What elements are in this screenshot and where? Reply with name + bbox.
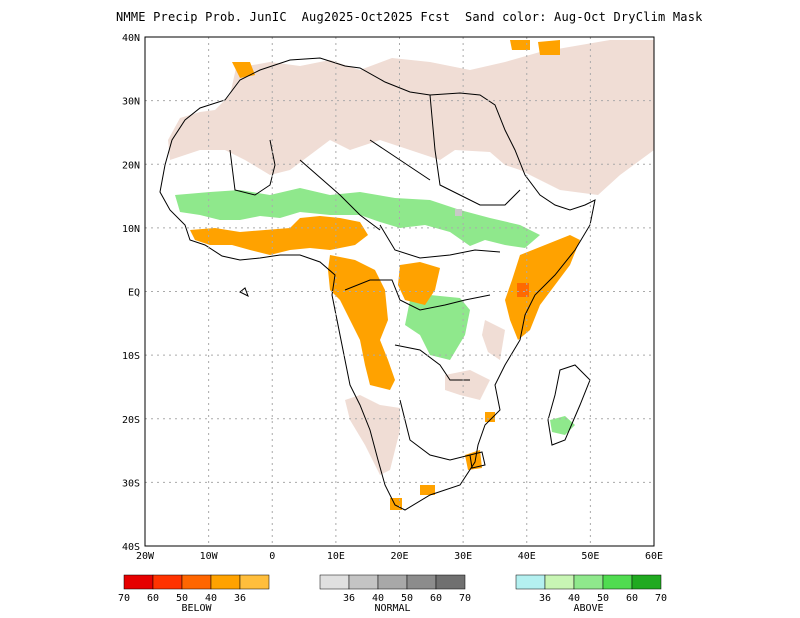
legend-swatch <box>406 574 437 590</box>
legend-tick-label: 70 <box>459 593 471 604</box>
lat-tick-label: 40N <box>122 33 140 44</box>
legend-normal: 36 40 50 60 70 NORMAL <box>319 574 471 614</box>
legend-swatch <box>319 574 350 590</box>
below-normal-areas <box>190 40 580 510</box>
legend-tick-label: 70 <box>118 593 130 604</box>
below-strong-cell <box>517 283 529 297</box>
lon-tick-label: 60E <box>645 551 663 562</box>
lat-tick-label: 10S <box>122 351 140 362</box>
lon-tick-label: 10W <box>200 551 219 562</box>
lat-tick-label: 10N <box>122 224 140 235</box>
map-title: NMME Precip Prob. JunIC Aug2025-Oct2025 … <box>116 10 703 24</box>
legend-tick-label: 50 <box>176 593 188 604</box>
legend-above: 36 40 50 60 70 ABOVE <box>515 574 667 614</box>
legend-swatch <box>152 574 183 590</box>
latitude-tick-labels: 40N 30N 20N 10N EQ 10S 20S 30S 40S <box>122 33 140 553</box>
legend-swatch <box>348 574 379 590</box>
legend-swatch <box>210 574 241 590</box>
lon-tick-label: 0 <box>269 551 275 562</box>
lat-tick-label: 30S <box>122 478 140 489</box>
coastline <box>159 57 596 511</box>
legend-tick-label: 70 <box>655 593 667 604</box>
legend-tick-label: 40 <box>205 593 217 604</box>
lat-tick-label: EQ <box>128 288 140 299</box>
dry-climate-mask <box>168 40 654 475</box>
longitude-tick-labels: 20W 10W 0 10E 20E 30E 40E 50E 60E <box>136 551 663 562</box>
legend-swatch <box>123 574 154 590</box>
legend-category-label: ABOVE <box>573 603 603 614</box>
legend-tick-label: 50 <box>597 593 609 604</box>
legend-swatch <box>515 574 546 590</box>
legend-tick-label: 50 <box>401 593 413 604</box>
lon-tick-label: 30E <box>454 551 472 562</box>
legend-below: 70 60 50 40 36 BELOW <box>118 574 270 614</box>
lon-tick-label: 20W <box>136 551 155 562</box>
legend-swatch <box>377 574 408 590</box>
legend-tick-label: 60 <box>430 593 442 604</box>
lat-tick-label: 30N <box>122 97 140 108</box>
legend-swatch <box>573 574 604 590</box>
legend-tick-label: 36 <box>234 593 246 604</box>
lon-tick-label: 50E <box>581 551 599 562</box>
legend-swatch <box>631 574 662 590</box>
legend-tick-label: 36 <box>539 593 551 604</box>
legend-swatch <box>544 574 575 590</box>
legend-tick-label: 40 <box>372 593 384 604</box>
normal-cell <box>455 209 462 216</box>
lon-tick-label: 10E <box>327 551 345 562</box>
legend-tick-label: 60 <box>147 593 159 604</box>
legend-category-label: NORMAL <box>374 603 410 614</box>
lon-tick-label: 20E <box>390 551 408 562</box>
map-frame <box>144 36 655 547</box>
legend-tick-label: 40 <box>568 593 580 604</box>
legend-tick-label: 36 <box>343 593 355 604</box>
legend-category-label: BELOW <box>181 603 212 614</box>
lat-tick-label: 20N <box>122 160 140 171</box>
lat-tick-label: 40S <box>122 542 140 553</box>
legend-swatch <box>435 574 466 590</box>
lon-tick-label: 40E <box>518 551 536 562</box>
legend-tick-label: 60 <box>626 593 638 604</box>
graticule <box>145 37 654 546</box>
legend-swatch <box>181 574 212 590</box>
legend-swatch <box>602 574 633 590</box>
legend-swatch <box>239 574 270 590</box>
lat-tick-label: 20S <box>122 415 140 426</box>
